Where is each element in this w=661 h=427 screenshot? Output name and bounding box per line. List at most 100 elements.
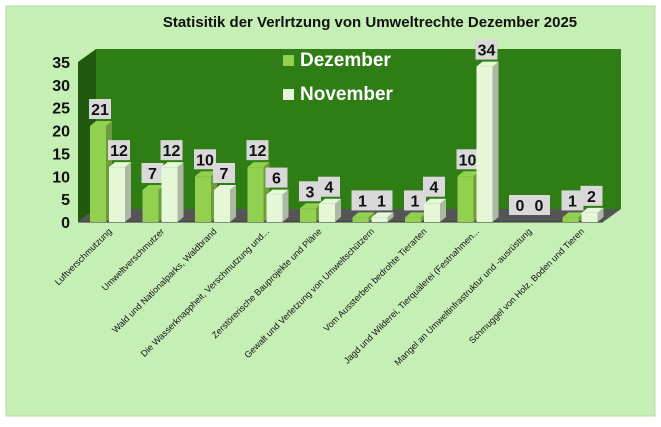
bar-top: [90, 121, 112, 126]
y-tick-label: 0: [61, 215, 70, 232]
bar-top: [405, 212, 427, 218]
bar-front: [195, 176, 211, 222]
bar-top: [457, 171, 480, 177]
y-tick-label: 35: [52, 55, 70, 72]
bar-november: 0: [528, 195, 550, 215]
bar-side: [440, 198, 446, 222]
bar-side: [125, 162, 131, 222]
bar-side: [335, 198, 341, 222]
data-label: 0: [535, 198, 544, 215]
data-label: 1: [568, 193, 577, 210]
bar-front: [371, 217, 388, 222]
data-label: 12: [163, 143, 181, 160]
y-tick-label: 10: [52, 169, 70, 186]
bar-november: 34: [475, 39, 499, 223]
bar-dezember: 12: [246, 140, 270, 222]
bar-front: [300, 208, 316, 222]
bar-side: [230, 185, 236, 222]
bar-side: [597, 207, 604, 222]
bar-november: 4: [423, 176, 446, 222]
bar-side: [177, 162, 184, 222]
data-label: 10: [459, 152, 477, 169]
data-label-box: [318, 176, 340, 197]
bar-side: [282, 189, 289, 222]
bar-front: [90, 126, 106, 222]
data-label: 0: [516, 198, 525, 215]
data-label-box: [580, 185, 603, 206]
bar-side: [492, 61, 499, 223]
bar-dezember: 1: [351, 190, 375, 222]
data-label: 3: [306, 184, 315, 201]
data-label-box: [141, 163, 164, 183]
bar-dezember: 10: [194, 149, 217, 222]
bar-top: [352, 212, 375, 218]
data-label: 2: [587, 189, 596, 206]
data-label: 6: [272, 171, 281, 188]
bar-dezember: 21: [89, 99, 112, 222]
data-label: 1: [411, 193, 420, 210]
data-label: 21: [91, 102, 109, 119]
bar-dezember: 7: [141, 163, 165, 222]
bar-top: [161, 162, 184, 168]
bar-front: [142, 190, 159, 222]
bar-november: 12: [160, 140, 184, 222]
data-label-box: [160, 140, 183, 161]
data-label-box: [456, 149, 479, 170]
data-label: 1: [377, 193, 386, 210]
bar-front: [109, 167, 125, 222]
bar-november: 1: [370, 190, 394, 222]
bar-november: 2: [580, 185, 604, 222]
bar-top: [581, 207, 604, 213]
data-label-box: [370, 190, 393, 211]
bar-top: [214, 185, 236, 190]
bar-dezember: 10: [456, 149, 480, 222]
data-label-box: [475, 39, 498, 60]
bar-front: [476, 66, 493, 222]
y-tick-label: 30: [52, 78, 70, 95]
bar-november: 7: [213, 163, 236, 222]
data-label: 12: [249, 143, 267, 160]
bar-front: [581, 212, 598, 222]
bar-front: [266, 194, 283, 222]
data-label: 4: [430, 180, 439, 197]
y-tick-label: 15: [52, 146, 70, 163]
bar-dezember: 0: [509, 195, 531, 215]
bar-top: [424, 198, 446, 204]
data-label: 4: [325, 180, 334, 197]
legend: Dezember November: [283, 50, 394, 105]
data-label-box: [213, 163, 235, 183]
bar-side: [387, 212, 394, 222]
data-label-box: [351, 190, 374, 211]
bar-top: [247, 162, 270, 168]
bar-november: 4: [318, 176, 341, 222]
data-label-box: [423, 176, 445, 197]
bar-november: 12: [108, 140, 131, 222]
data-label: 7: [148, 166, 157, 183]
data-label-box: [89, 99, 111, 119]
legend-swatch: [283, 89, 294, 100]
bar-front: [562, 217, 579, 222]
bar-front: [319, 203, 335, 222]
data-label-box: [561, 190, 584, 211]
data-label: 34: [478, 43, 496, 60]
data-label-box: [404, 190, 426, 211]
bar-top: [266, 189, 289, 195]
bar-front: [247, 167, 264, 222]
y-axis: 0 5 10 15 20 25 30 35: [52, 55, 70, 232]
data-label-box: [246, 140, 269, 161]
bar-top: [319, 198, 341, 204]
data-label: 10: [196, 152, 214, 169]
bar-top: [371, 212, 394, 218]
bar-front: [214, 190, 230, 222]
data-label-box: [194, 149, 216, 170]
bar-november: 6: [265, 167, 289, 222]
bar-front: [457, 176, 474, 222]
bar-front: [424, 203, 440, 222]
y-tick-label: 25: [52, 101, 70, 118]
bar-top: [195, 171, 217, 177]
bar-top: [562, 212, 585, 218]
y-tick-label: 5: [61, 192, 70, 209]
